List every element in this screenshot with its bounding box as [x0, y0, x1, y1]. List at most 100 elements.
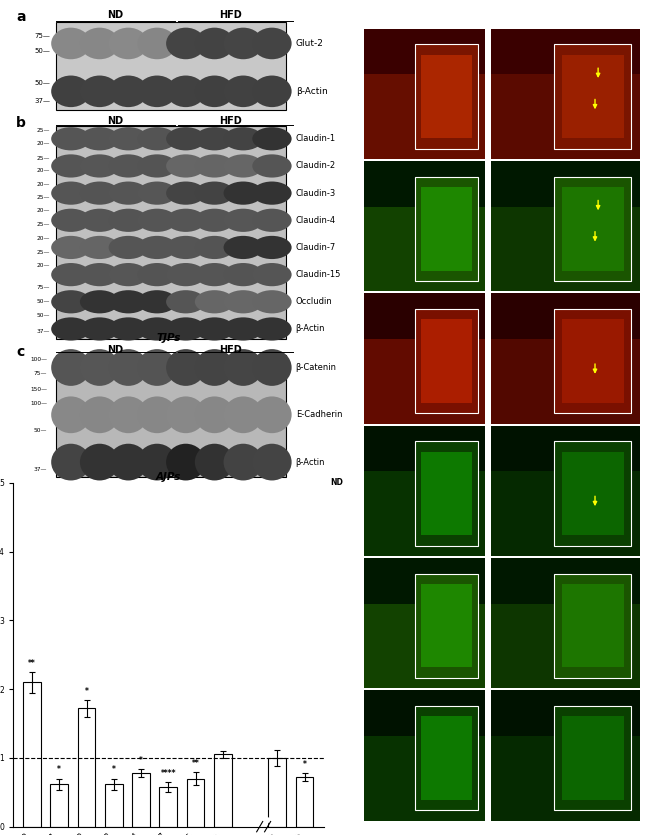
Text: 25—: 25—: [37, 195, 50, 200]
Bar: [562, 187, 624, 271]
Bar: [296, 777, 313, 827]
FancyBboxPatch shape: [224, 291, 263, 313]
Text: 20—: 20—: [37, 182, 50, 187]
FancyBboxPatch shape: [80, 317, 119, 341]
FancyBboxPatch shape: [195, 263, 234, 286]
FancyBboxPatch shape: [109, 349, 148, 386]
FancyBboxPatch shape: [51, 127, 90, 150]
Bar: [57, 23, 286, 110]
FancyBboxPatch shape: [224, 127, 263, 150]
Text: 20—: 20—: [37, 236, 50, 241]
FancyBboxPatch shape: [51, 349, 90, 386]
FancyBboxPatch shape: [252, 397, 292, 433]
Text: b: b: [16, 116, 26, 130]
Text: HFD: HFD: [558, 11, 580, 21]
FancyBboxPatch shape: [109, 154, 148, 178]
Text: 20—: 20—: [37, 209, 50, 214]
FancyBboxPatch shape: [195, 443, 234, 480]
Text: β-Actin: β-Actin: [296, 458, 325, 467]
FancyBboxPatch shape: [51, 263, 90, 286]
Bar: [57, 126, 286, 339]
Bar: [491, 691, 640, 821]
FancyBboxPatch shape: [137, 235, 177, 259]
Bar: [421, 187, 471, 271]
FancyBboxPatch shape: [166, 317, 205, 341]
Bar: [562, 55, 624, 139]
Text: E-Cadherin: E-Cadherin: [296, 410, 342, 419]
Text: 75—: 75—: [37, 286, 50, 291]
Bar: [415, 309, 478, 413]
FancyBboxPatch shape: [252, 235, 292, 259]
FancyBboxPatch shape: [166, 291, 205, 313]
FancyBboxPatch shape: [166, 263, 205, 286]
FancyBboxPatch shape: [109, 263, 148, 286]
FancyBboxPatch shape: [109, 75, 148, 107]
FancyBboxPatch shape: [109, 181, 148, 205]
Bar: [364, 207, 485, 291]
FancyBboxPatch shape: [109, 235, 148, 259]
FancyBboxPatch shape: [166, 28, 205, 59]
Text: 25—: 25—: [37, 222, 50, 227]
Text: 50—: 50—: [34, 48, 50, 54]
Bar: [268, 758, 286, 827]
FancyBboxPatch shape: [80, 28, 119, 59]
FancyBboxPatch shape: [166, 75, 205, 107]
FancyBboxPatch shape: [80, 235, 119, 259]
Text: 100—: 100—: [30, 401, 47, 406]
FancyBboxPatch shape: [80, 349, 119, 386]
Bar: [364, 736, 485, 821]
Text: β-Catenin: β-Catenin: [296, 363, 337, 372]
FancyBboxPatch shape: [252, 28, 292, 59]
Text: *: *: [139, 756, 143, 765]
FancyBboxPatch shape: [224, 154, 263, 178]
Text: E-Cadherin: E-Cadherin: [347, 604, 353, 642]
FancyBboxPatch shape: [137, 209, 177, 232]
Bar: [554, 309, 631, 413]
FancyBboxPatch shape: [137, 349, 177, 386]
Text: β-Catenin: β-Catenin: [347, 738, 353, 772]
FancyBboxPatch shape: [252, 443, 292, 480]
Bar: [554, 177, 631, 281]
Bar: [415, 706, 478, 810]
Text: ND: ND: [107, 345, 124, 355]
Bar: [364, 471, 485, 556]
Bar: [421, 584, 471, 667]
FancyBboxPatch shape: [224, 28, 263, 59]
FancyBboxPatch shape: [137, 127, 177, 150]
Bar: [364, 426, 485, 556]
FancyBboxPatch shape: [252, 349, 292, 386]
Bar: [78, 708, 96, 827]
Bar: [415, 574, 478, 678]
Bar: [364, 604, 485, 688]
Bar: [554, 574, 631, 678]
FancyBboxPatch shape: [137, 28, 177, 59]
Bar: [421, 452, 471, 535]
Bar: [562, 452, 624, 535]
Bar: [159, 787, 177, 827]
Text: Claudin-4: Claudin-4: [296, 215, 336, 225]
FancyBboxPatch shape: [51, 181, 90, 205]
FancyBboxPatch shape: [80, 154, 119, 178]
Text: 20—: 20—: [37, 141, 50, 146]
Text: **: **: [192, 759, 200, 768]
Text: a: a: [16, 11, 25, 24]
Text: ****: ****: [161, 769, 176, 778]
FancyBboxPatch shape: [80, 291, 119, 313]
Text: 50—: 50—: [34, 80, 50, 86]
FancyBboxPatch shape: [166, 209, 205, 232]
FancyBboxPatch shape: [195, 209, 234, 232]
FancyBboxPatch shape: [166, 397, 205, 433]
Bar: [491, 28, 640, 159]
Text: HFD: HFD: [219, 116, 242, 126]
FancyBboxPatch shape: [137, 397, 177, 433]
Text: TJPs: TJPs: [156, 332, 181, 342]
Bar: [491, 426, 640, 556]
FancyBboxPatch shape: [252, 75, 292, 107]
Text: *: *: [57, 766, 61, 774]
FancyBboxPatch shape: [224, 75, 263, 107]
Bar: [562, 716, 624, 800]
Bar: [364, 161, 485, 291]
Bar: [23, 682, 41, 827]
FancyBboxPatch shape: [80, 209, 119, 232]
FancyBboxPatch shape: [252, 181, 292, 205]
